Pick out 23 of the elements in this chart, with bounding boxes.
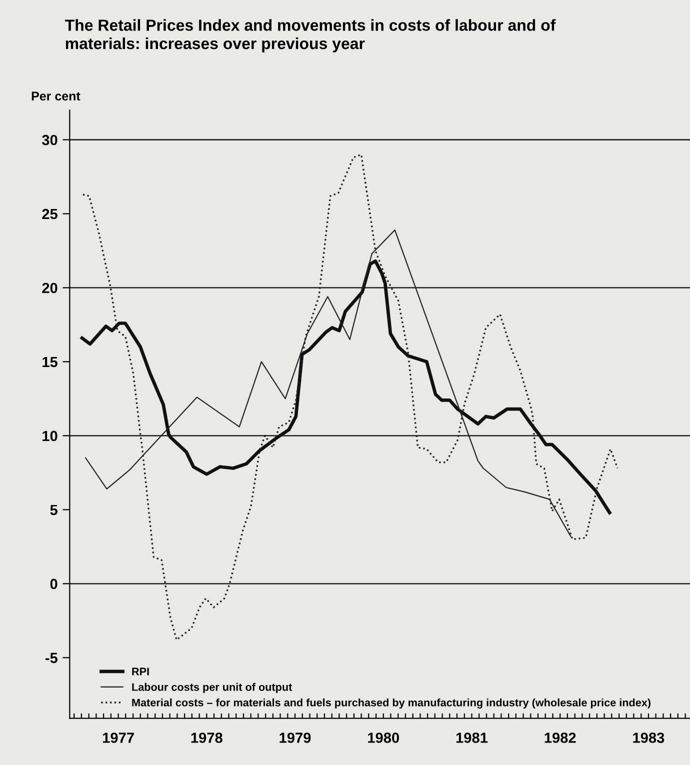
line-series bbox=[85, 229, 572, 537]
x-tick-label: 1982 bbox=[544, 732, 576, 743]
y-tick-label: 15 bbox=[42, 356, 58, 368]
y-tick-label: 10 bbox=[42, 430, 58, 442]
line-series bbox=[82, 154, 618, 641]
legend-label: RPI bbox=[132, 668, 149, 676]
y-tick-label: -5 bbox=[45, 652, 58, 664]
legend-label: Labour costs per unit of output bbox=[132, 682, 292, 694]
x-tick-label: 1981 bbox=[456, 732, 488, 743]
y-tick-label: 20 bbox=[42, 282, 58, 294]
chart-title: The Retail Prices Index and movements in costs of labour and of materials: increases over previous year bbox=[65, 19, 556, 52]
y-axis-title: Per cent bbox=[32, 92, 80, 101]
x-tick-label: 1977 bbox=[102, 732, 134, 743]
y-tick-label: 25 bbox=[42, 208, 58, 220]
line-series bbox=[80, 259, 612, 514]
y-tick-label: 30 bbox=[42, 134, 58, 146]
x-tick-label: 1978 bbox=[191, 732, 222, 743]
x-tick-label: 1980 bbox=[368, 732, 400, 743]
y-tick-label: 0 bbox=[50, 578, 58, 590]
x-tick-label: 1983 bbox=[633, 732, 664, 743]
x-tick-label: 1979 bbox=[280, 732, 311, 743]
legend-label: Material costs – for materials and fuels purchased by manufacturing industry (wholesale price index) bbox=[132, 698, 650, 709]
y-tick-label: 5 bbox=[50, 504, 58, 516]
